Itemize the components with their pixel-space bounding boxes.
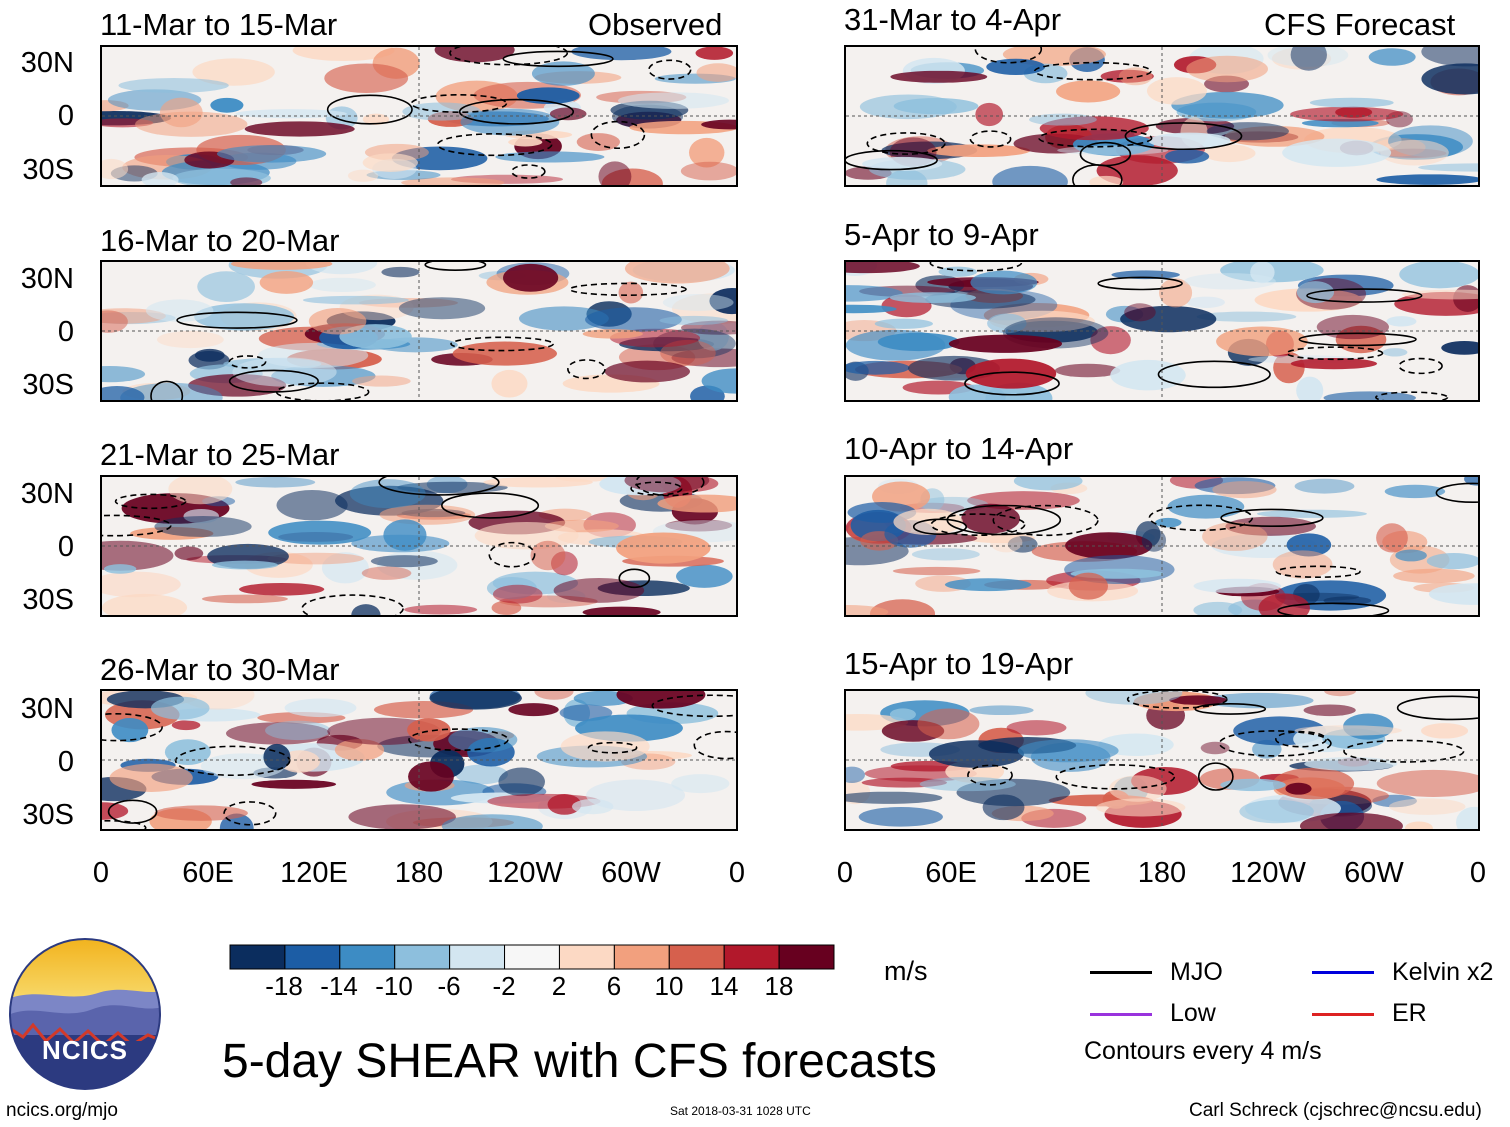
observed-label: Observed: [588, 7, 723, 42]
legend-er-label: ER: [1392, 999, 1427, 1027]
colorbar-tick: 18: [764, 971, 794, 1001]
map-panel-obs-4: [100, 689, 738, 831]
colorbar-tick: 14: [709, 971, 739, 1001]
panel-title-fc-4: 15-Apr to 19-Apr: [844, 646, 1074, 681]
colorbar-box: [394, 944, 451, 970]
panel-title-obs-4: 26-Mar to 30-Mar: [100, 652, 340, 687]
colorbar-box: [229, 944, 286, 970]
logo-text: NCICS: [42, 1035, 128, 1065]
lon-label-0: 0: [92, 857, 110, 889]
lat-label-30n: 30N: [20, 693, 74, 725]
colorbar-tick: -14: [320, 971, 358, 1001]
lat-label-30s: 30S: [22, 369, 74, 401]
panel-title-obs-1: 11-Mar to 15-Mar: [100, 7, 338, 42]
lon-label-0: 0: [1469, 857, 1487, 889]
lat-label-eq: 0: [57, 531, 74, 563]
colorbar-tick: 2: [551, 971, 567, 1001]
map-panel-obs-2: [100, 260, 738, 402]
colorbar-box: [449, 944, 506, 970]
lon-label-180: 180: [1137, 857, 1187, 889]
colorbar-box: [558, 944, 615, 970]
footer-timestamp: Sat 2018-03-31 1028 UTC: [670, 1104, 811, 1118]
colorbar-units: m/s: [884, 956, 928, 986]
panel-title-fc-3: 10-Apr to 14-Apr: [844, 431, 1074, 466]
map-panel-fc-3: [844, 475, 1480, 617]
lat-label-30s: 30S: [22, 799, 74, 831]
colorbar-tick: 10: [654, 971, 684, 1001]
footer-author: Carl Schreck (cjschrec@ncsu.edu): [1189, 1100, 1482, 1121]
map-panel-obs-1: [100, 45, 738, 187]
legend-kelvin-line: [1312, 971, 1374, 974]
colorbar-box: [613, 944, 670, 970]
colorbar-box: [339, 944, 396, 970]
lon-label-120e: 120E: [1023, 857, 1091, 889]
colorbar-box: [668, 944, 725, 970]
map-panel-fc-2: [844, 260, 1480, 402]
panel-title-obs-2: 16-Mar to 20-Mar: [100, 223, 340, 258]
lon-label-120w: 120W: [487, 857, 563, 889]
map-panel-fc-4: [844, 689, 1480, 831]
colorbar-tick: -6: [437, 971, 461, 1001]
colorbar-box: [504, 944, 560, 970]
lat-label-eq: 0: [57, 746, 74, 778]
contour-note: Contours every 4 m/s: [1084, 1037, 1322, 1065]
lon-label-180: 180: [394, 857, 444, 889]
colorbar: [229, 944, 835, 970]
colorbar-box: [284, 944, 341, 970]
footer-url: ncics.org/mjo: [6, 1100, 118, 1121]
colorbar-tick: -10: [375, 971, 413, 1001]
colorbar-tick: -18: [265, 971, 303, 1001]
lat-label-eq: 0: [57, 316, 74, 348]
lat-label-30n: 30N: [20, 263, 74, 295]
panel-title-fc-2: 5-Apr to 9-Apr: [844, 217, 1039, 252]
legend-low-label: Low: [1170, 999, 1216, 1027]
main-title: 5-day SHEAR with CFS forecasts: [222, 1035, 937, 1088]
legend-mjo-line: [1090, 971, 1152, 974]
legend-mjo-label: MJO: [1170, 958, 1223, 986]
colorbar-tick: -2: [492, 971, 516, 1001]
lon-label-0: 0: [728, 857, 746, 889]
lat-label-30s: 30S: [22, 154, 74, 186]
lon-label-60e: 60E: [925, 857, 977, 889]
map-panel-fc-1: [844, 45, 1480, 187]
lat-label-30n: 30N: [20, 47, 74, 79]
lon-label-60w: 60W: [601, 857, 661, 889]
lon-label-0: 0: [836, 857, 854, 889]
colorbar-box: [778, 944, 835, 970]
legend-er-line: [1312, 1013, 1374, 1016]
lon-label-120w: 120W: [1230, 857, 1306, 889]
map-panel-obs-3: [100, 475, 738, 617]
lon-label-60w: 60W: [1344, 857, 1404, 889]
legend-kelvin-label: Kelvin x2: [1392, 958, 1494, 986]
ncics-logo: [9, 938, 161, 1090]
colorbar-tick: 6: [606, 971, 622, 1001]
lat-label-30s: 30S: [22, 584, 74, 616]
lon-label-60e: 60E: [182, 857, 234, 889]
cfs-forecast-label: CFS Forecast: [1264, 7, 1456, 42]
panel-title-fc-1: 31-Mar to 4-Apr: [844, 2, 1062, 37]
lat-label-eq: 0: [57, 100, 74, 132]
panel-title-obs-3: 21-Mar to 25-Mar: [100, 437, 340, 472]
lat-label-30n: 30N: [20, 478, 74, 510]
legend-low-line: [1090, 1013, 1152, 1016]
colorbar-box: [723, 944, 780, 970]
lon-label-120e: 120E: [280, 857, 348, 889]
